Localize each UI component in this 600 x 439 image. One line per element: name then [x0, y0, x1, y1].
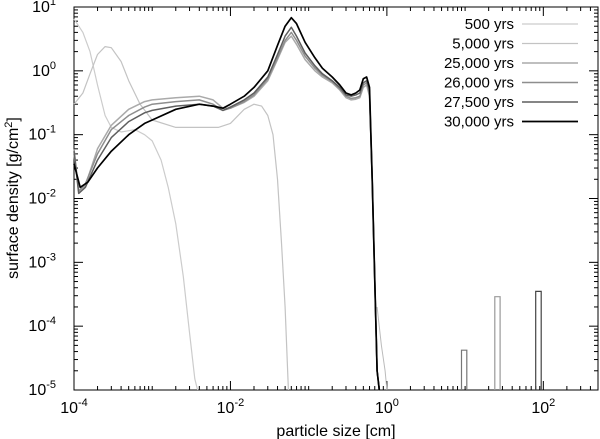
- y-axis-label: surface density [g/cm2]: [3, 117, 22, 279]
- spike-bar: [535, 290, 542, 390]
- legend-label: 25,000 yrs: [444, 55, 514, 72]
- y-tick-label: 100: [32, 60, 56, 80]
- series-line: [376, 306, 388, 391]
- spike-bar: [460, 349, 468, 390]
- series-layer: [73, 16, 542, 391]
- y-tick-label: 101: [32, 0, 56, 16]
- plot-area-frame: [73, 6, 599, 391]
- x-axis-label: particle size [cm]: [276, 423, 395, 439]
- y-tick-label: 10-4: [28, 315, 56, 335]
- legend-label: 5,000 yrs: [452, 36, 514, 53]
- series-line: [73, 16, 381, 391]
- series-line: [73, 31, 381, 391]
- y-tick-label: 10-2: [28, 188, 56, 208]
- series-line: [73, 35, 381, 391]
- series-line: [73, 46, 289, 391]
- y-tick-label: 10-1: [28, 124, 56, 144]
- spike-bar: [494, 296, 501, 390]
- y-tick-label: 10-3: [28, 251, 56, 271]
- legend: 500 yrs 5,000 yrs 25,000 yrs 26,000 yrs 27,5…: [444, 16, 578, 131]
- legend-label: 26,000 yrs: [444, 75, 514, 92]
- y-tick-label: 10-5: [28, 379, 56, 399]
- legend-label: 27,500 yrs: [444, 94, 514, 111]
- series-line: [73, 18, 199, 391]
- series-line: [73, 26, 381, 391]
- legend-label: 30,000 yrs: [444, 114, 514, 131]
- axis-ticks: [73, 6, 599, 391]
- x-tick-label: 10-2: [217, 397, 245, 417]
- legend-label: 500 yrs: [465, 16, 514, 33]
- x-tick-label: 10-4: [60, 397, 88, 417]
- x-tick-label: 100: [375, 397, 399, 417]
- x-tick-label: 102: [531, 397, 555, 417]
